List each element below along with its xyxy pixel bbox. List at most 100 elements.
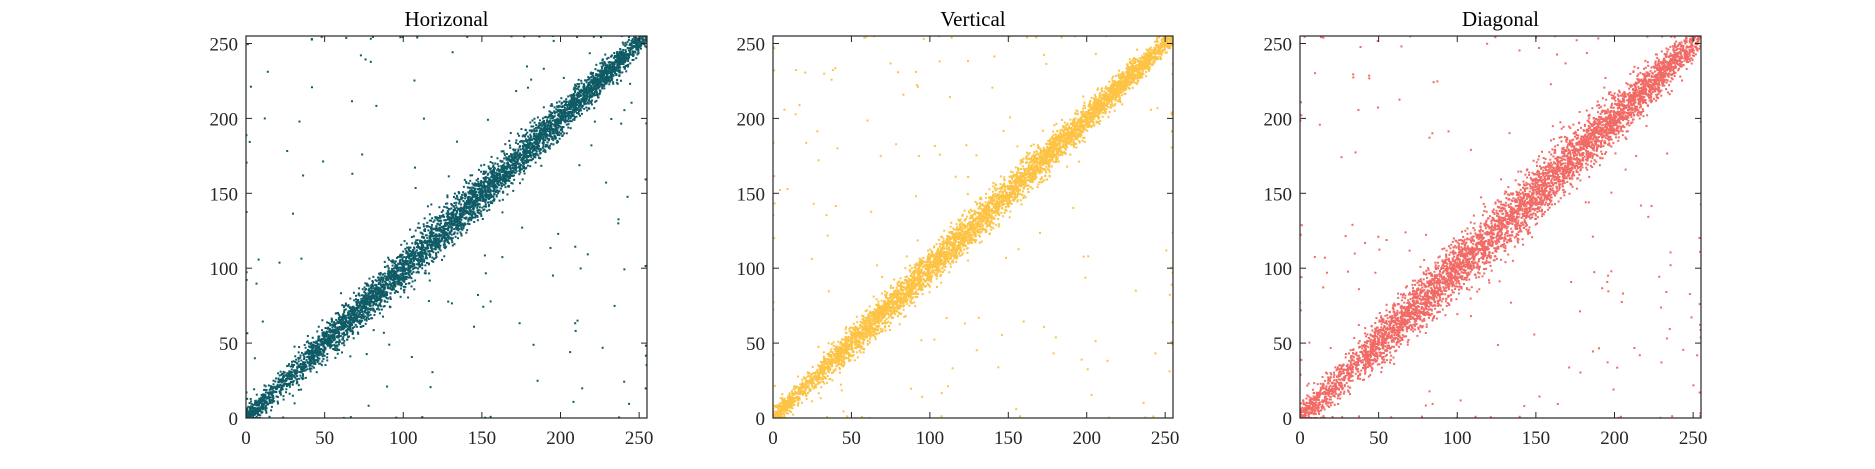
scatter-point — [488, 168, 491, 171]
scatter-point — [491, 199, 494, 202]
scatter-point — [333, 348, 336, 351]
scatter-point — [444, 227, 447, 230]
scatter-point — [423, 259, 426, 262]
scatter-point — [409, 228, 412, 231]
scatter-point — [418, 226, 421, 229]
scatter-point — [442, 231, 445, 234]
scatter-point — [341, 327, 344, 330]
scatter-point — [550, 128, 553, 131]
scatter-point — [504, 186, 507, 189]
scatter-point — [368, 311, 371, 314]
scatter-point — [567, 95, 570, 98]
scatter-point — [473, 190, 476, 193]
scatter-point — [454, 197, 457, 200]
scatter-point — [535, 138, 538, 141]
scatter-point — [377, 304, 380, 307]
scatter-point — [510, 182, 513, 185]
scatter-point — [575, 97, 578, 100]
scatter-point — [519, 171, 522, 174]
scatter-point — [604, 82, 607, 85]
scatter-point — [480, 170, 483, 173]
scatter-point — [528, 144, 531, 147]
scatter-point — [332, 334, 335, 337]
scatter-point — [312, 357, 315, 360]
scatter-point — [303, 361, 306, 364]
scatter-point — [539, 127, 542, 130]
scatter-point — [483, 205, 486, 208]
scatter-point — [347, 305, 350, 308]
scatter-point — [331, 333, 334, 336]
scatter-point — [480, 184, 483, 187]
scatter-point — [560, 117, 563, 120]
scatter-point — [288, 384, 291, 387]
scatter-point — [393, 291, 396, 294]
scatter-point — [484, 186, 487, 189]
scatter-point — [454, 214, 457, 217]
scatter-point — [321, 349, 324, 352]
scatter-point — [496, 182, 499, 185]
scatter-point — [443, 231, 446, 234]
scatter-point — [309, 370, 312, 373]
scatter-point — [578, 105, 581, 108]
scatter-point — [353, 311, 356, 314]
scatter-point — [619, 48, 622, 51]
scatter-point — [509, 165, 512, 168]
scatter-point — [585, 102, 588, 105]
scatter-point — [328, 338, 331, 341]
scatter-point — [311, 347, 314, 350]
scatter-point — [336, 335, 339, 338]
scatter-point — [468, 207, 471, 210]
scatter-point — [424, 228, 427, 231]
scatter-point — [285, 388, 288, 391]
scatter-point — [366, 294, 369, 297]
scatter-point — [594, 85, 597, 88]
scatter-point — [482, 182, 485, 185]
scatter-point — [525, 151, 528, 154]
scatter-point — [488, 203, 491, 206]
scatter-point — [622, 55, 625, 58]
scatter-point — [498, 199, 501, 202]
scatter-point — [530, 129, 533, 132]
scatter-point — [450, 214, 453, 217]
scatter-point — [361, 302, 364, 305]
scatter-point — [344, 325, 347, 328]
scatter-point — [494, 171, 497, 174]
scatter-point — [404, 275, 407, 278]
scatter-point — [334, 322, 337, 325]
scatter-point — [390, 260, 393, 263]
scatter-point — [612, 56, 615, 59]
scatter-point — [368, 287, 371, 290]
scatter-point — [471, 189, 474, 192]
scatter-point — [319, 362, 322, 365]
scatter-point — [492, 165, 495, 168]
scatter-point — [483, 185, 486, 188]
scatter-point — [565, 111, 568, 114]
scatter-point — [489, 193, 492, 196]
scatter-point — [590, 103, 593, 106]
scatter-point — [496, 157, 499, 160]
scatter-point — [446, 232, 449, 235]
scatter-point — [633, 38, 636, 41]
scatter-point — [369, 299, 372, 302]
scatter-point — [587, 91, 590, 94]
scatter-point — [353, 319, 356, 322]
scatter-point — [312, 350, 315, 353]
scatter-point — [547, 115, 550, 118]
scatter-point — [419, 241, 422, 244]
scatter-point — [637, 38, 640, 41]
scatter-point — [415, 271, 418, 274]
scatter-point — [440, 211, 443, 214]
scatter-point — [602, 70, 605, 73]
scatter-point — [601, 80, 604, 83]
scatter-point — [485, 180, 488, 183]
scatter-point — [525, 161, 528, 164]
scatter-point — [534, 161, 537, 164]
scatter-point — [572, 95, 575, 98]
scatter-point — [265, 411, 268, 414]
scatter-point — [477, 191, 480, 194]
scatter-point — [566, 103, 569, 106]
scatter-point — [545, 115, 547, 118]
scatter-point — [616, 82, 619, 85]
scatter-point — [316, 361, 319, 364]
scatter-point — [529, 141, 532, 144]
